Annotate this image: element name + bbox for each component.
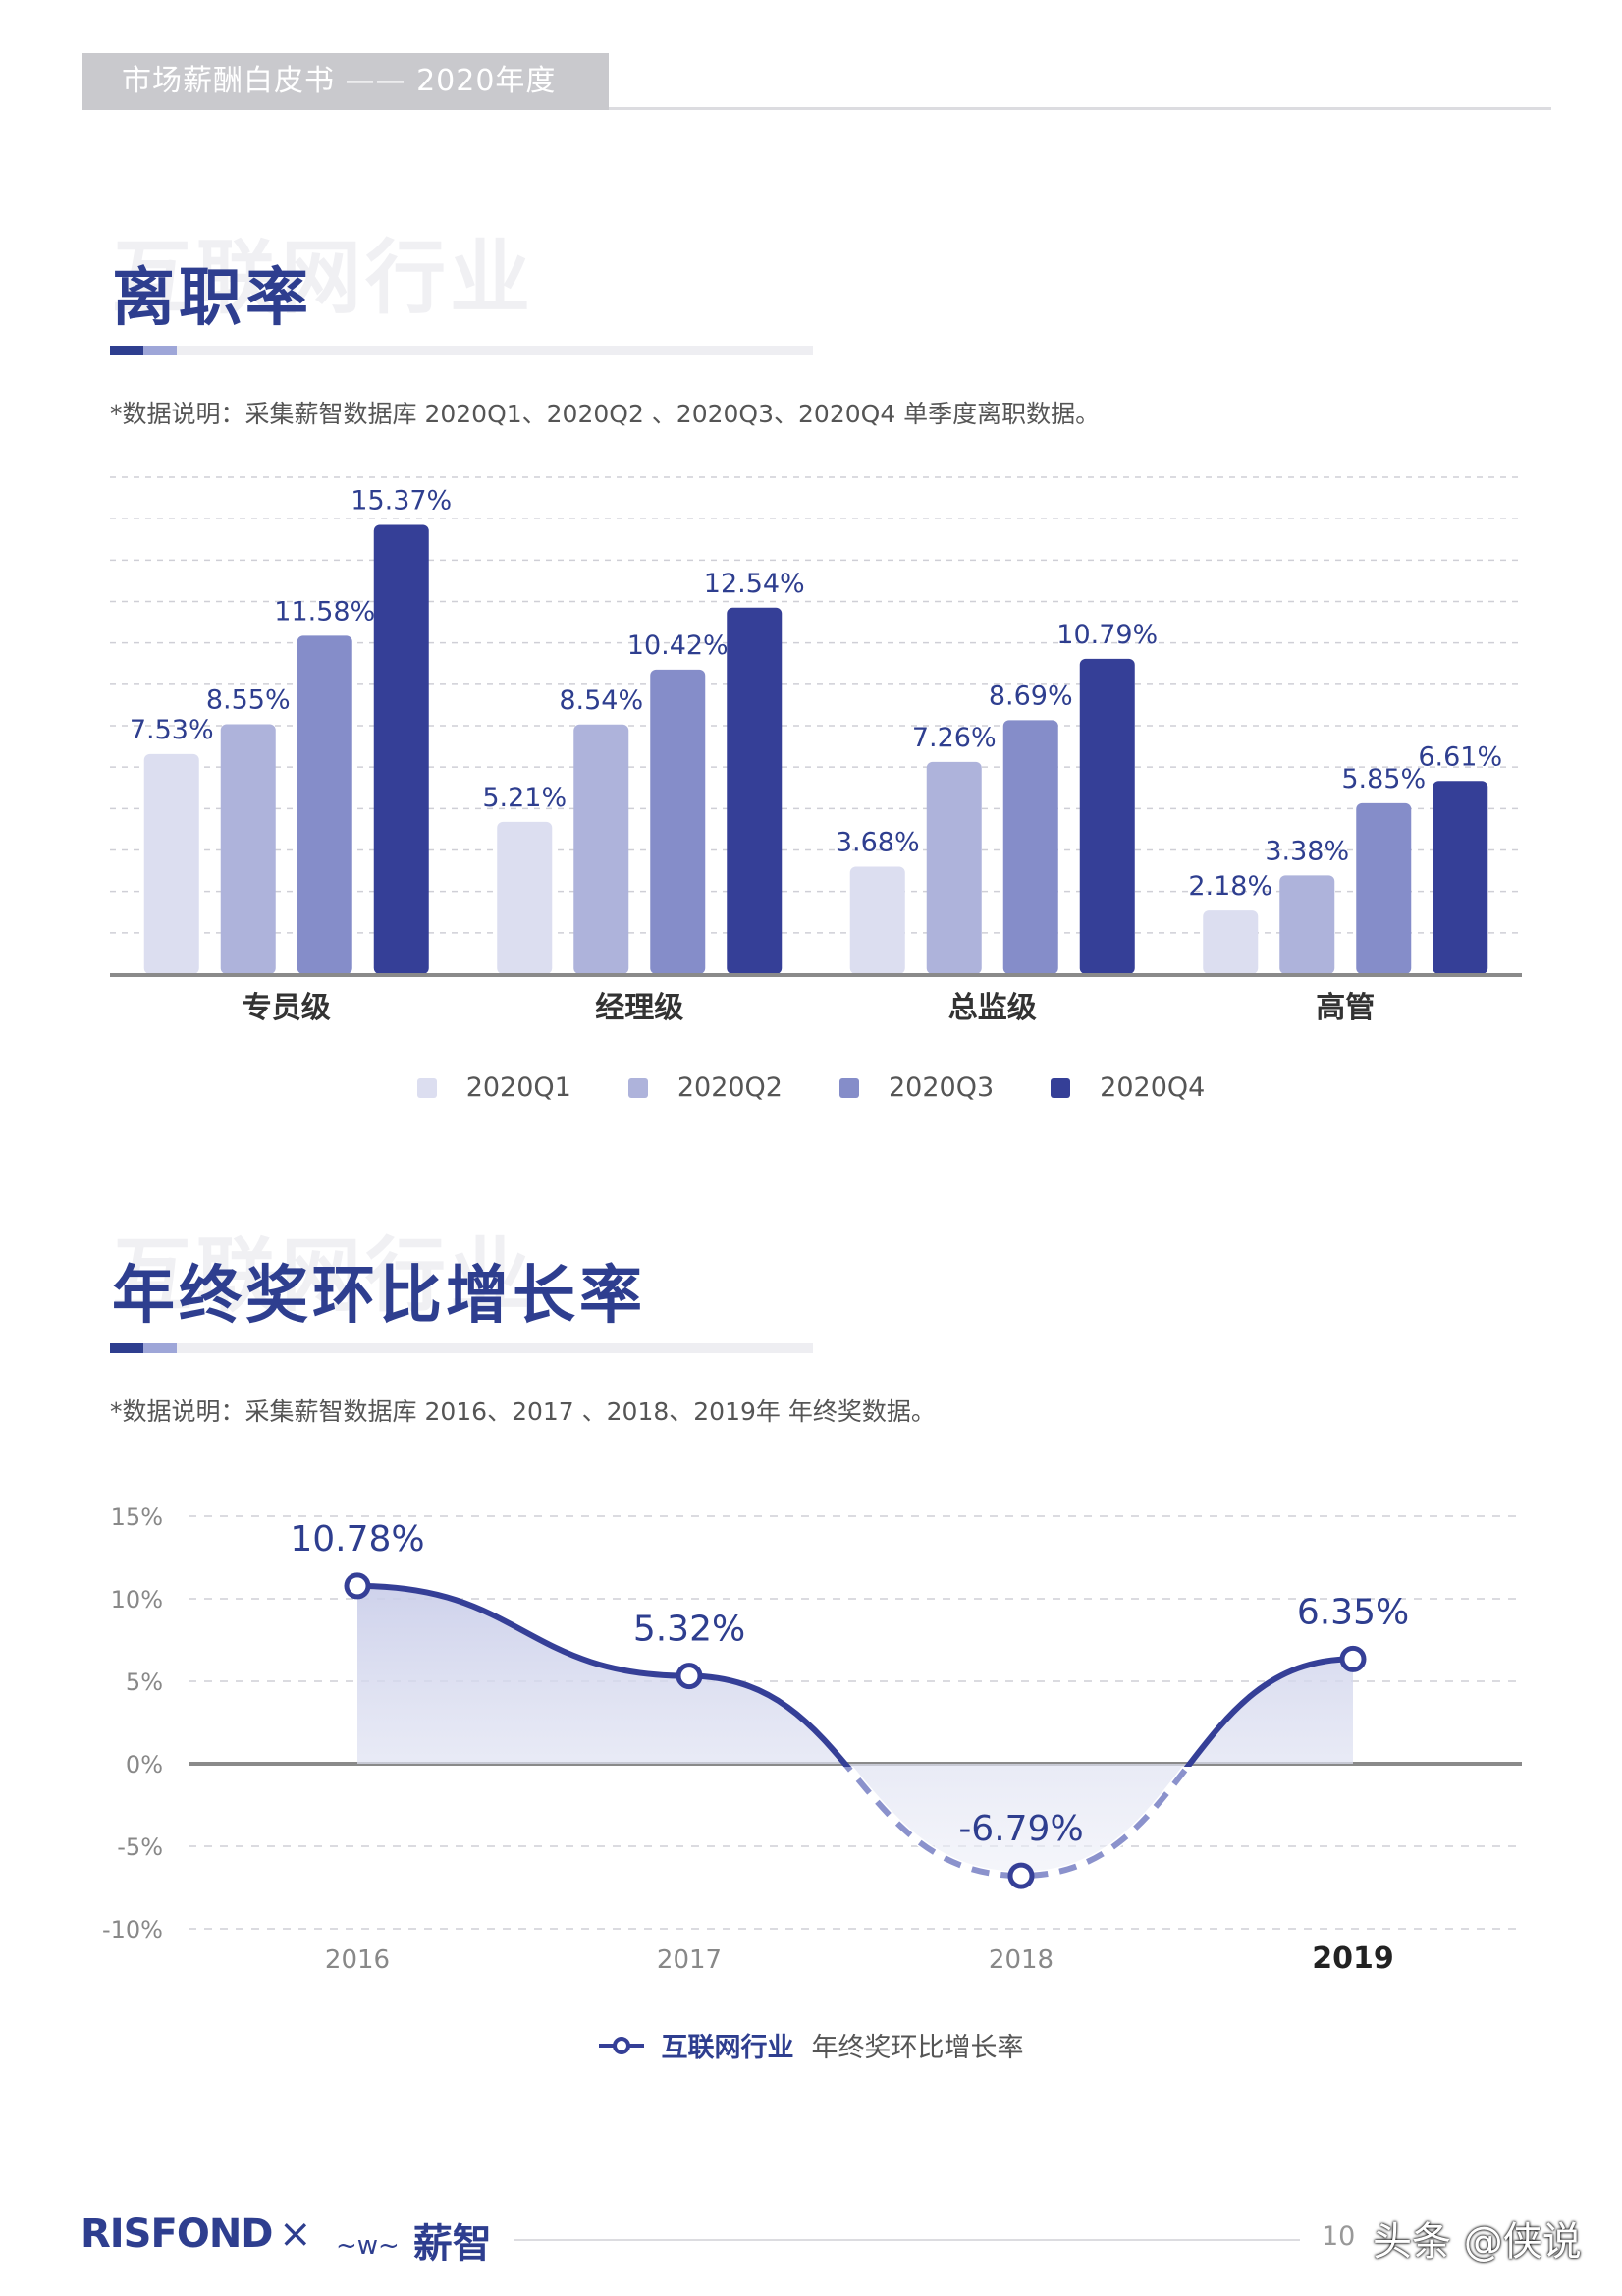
bar-value-label: 8.54% [559,685,643,716]
bar-value-label: 5.21% [482,783,567,813]
point-value-label: 5.32% [633,1610,745,1650]
bar-value-label: 10.42% [627,630,729,661]
legend-label: 2020Q3 [889,1072,995,1103]
bar-value-label: 6.61% [1418,741,1502,772]
section2-underline [110,1343,813,1353]
point-value-label: 6.35% [1297,1592,1409,1632]
point-value-label: 10.78% [290,1519,424,1559]
line-point-2019 [1339,1645,1367,1672]
bar-2020Q4-0 [373,524,429,974]
section2-ghost-title: 互联网行业 [112,1230,535,1323]
bar-value-label: 8.55% [206,685,291,716]
x-tick-label: 2017 [657,1945,722,1975]
y-tick-label: 10% [111,1586,163,1613]
category-label: 经理级 [595,991,683,1025]
line-segment [356,1582,690,1679]
bar-value-label: 3.38% [1265,836,1349,866]
legend-label: 2020Q2 [676,1072,783,1103]
legend-swatch [839,1077,859,1098]
bar-2020Q1-1 [497,821,553,974]
bar-2020Q2-0 [220,724,276,974]
header-title: 市场薪酬白皮书 —— 2020年度 [82,53,609,110]
line-chart: 15% 10% 5% 0% -5% -10% 10.78% 2016 5.32% 2017 -6.7… [102,1503,1522,1976]
legend-item-2020Q3: 2020Q3 [839,1072,994,1103]
bar-value-label: 3.68% [836,827,920,857]
bar-value-label: 2.18% [1188,871,1272,902]
footer-separator: × [279,2212,312,2257]
y-tick-label: 0% [126,1751,163,1778]
x-tick-label: 2019 [1312,1941,1394,1976]
category-label: 专员级 [243,991,331,1025]
x-tick-label: 2018 [989,1945,1054,1975]
bar-2020Q1-0 [143,753,199,974]
watermark: 头条 @侠说 [1373,2219,1582,2265]
section1-underline [110,346,813,355]
bar-value-label: 7.53% [130,715,214,745]
category-label: 总监级 [948,991,1037,1025]
bar-2020Q3-3 [1356,802,1412,974]
legend-label: 2020Q1 [465,1072,571,1103]
legend-line-marker-icon [598,2036,644,2054]
line-point-2016 [344,1572,371,1600]
point-value-label: -6.79% [958,1809,1083,1849]
legend-item-2020Q4: 2020Q4 [1051,1072,1205,1103]
y-tick-label: -5% [117,1833,163,1861]
xinzhi-logo-text: 薪智 [412,2221,492,2267]
bar-2020Q4-3 [1433,781,1488,974]
bar-value-label: 15.37% [351,486,452,517]
bar-2020Q2-2 [926,761,982,974]
y-tick-label: 15% [111,1503,163,1531]
legend-swatch [1051,1077,1071,1098]
legend-label: 2020Q4 [1100,1072,1206,1103]
section2-title: 年终奖环比增长率 [112,1260,646,1333]
y-tick-label: 5% [126,1668,163,1696]
legend-series-rest: 年终奖环比增长率 [811,2033,1024,2063]
bar-value-label: 11.58% [274,596,375,627]
line-point-2017 [676,1663,703,1690]
bar-2020Q3-2 [1002,720,1058,974]
header-rule [609,107,1551,110]
xinzhi-logo: ~w~ 薪智 [336,2212,492,2269]
section2-note: *数据说明：采集薪智数据库 2016、2017 、2018、2019年 年终奖数… [110,1397,936,1426]
bar-chart-legend: 2020Q1 2020Q2 2020Q3 2020Q4 [0,1072,1622,1103]
bar-value-label: 12.54% [704,569,805,599]
bar-2020Q2-3 [1279,875,1335,974]
xinzhi-logo-mark-icon: ~w~ [336,2231,400,2261]
bar-value-label: 10.79% [1056,620,1158,650]
legend-swatch [416,1077,437,1098]
bar-2020Q3-1 [650,669,706,974]
footer-rule [514,2239,1300,2241]
category-label: 高管 [1316,991,1375,1025]
section1-title: 离职率 [112,262,312,335]
bar-value-label: 7.26% [912,723,997,753]
bar-2020Q1-3 [1203,910,1259,974]
legend-item-2020Q2: 2020Q2 [627,1072,783,1103]
bar-2020Q4-1 [727,607,783,974]
bar-value-label: 8.69% [989,681,1073,711]
page-number: 10 [1322,2221,1356,2252]
bar-2020Q2-1 [573,724,629,974]
bar-2020Q4-2 [1079,658,1135,974]
bar-chart: 7.53%8.55% 11.58% 15.37% 专员级 5.21% 8.54% 10.42… [110,476,1522,1025]
legend-series-strong: 互联网行业 [661,2033,794,2063]
line-point-2018 [1007,1862,1035,1889]
bar-2020Q3-0 [297,635,352,974]
area-fill [357,1585,1353,1877]
section1-ghost-title: 互联网行业 [112,232,535,325]
section1-note: *数据说明：采集薪智数据库 2020Q1、2020Q2 、2020Q3、2020… [110,400,1101,428]
risfond-logo: RISFOND [81,2212,273,2257]
bar-value-label: 5.85% [1341,764,1426,794]
legend-item-2020Q1: 2020Q1 [416,1072,571,1103]
y-tick-label: -10% [102,1916,163,1943]
bar-2020Q1-2 [849,866,905,974]
legend-swatch [627,1077,648,1098]
x-tick-label: 2016 [325,1945,390,1975]
line-chart-legend: 互联网行业 年终奖环比增长率 [0,2026,1622,2064]
